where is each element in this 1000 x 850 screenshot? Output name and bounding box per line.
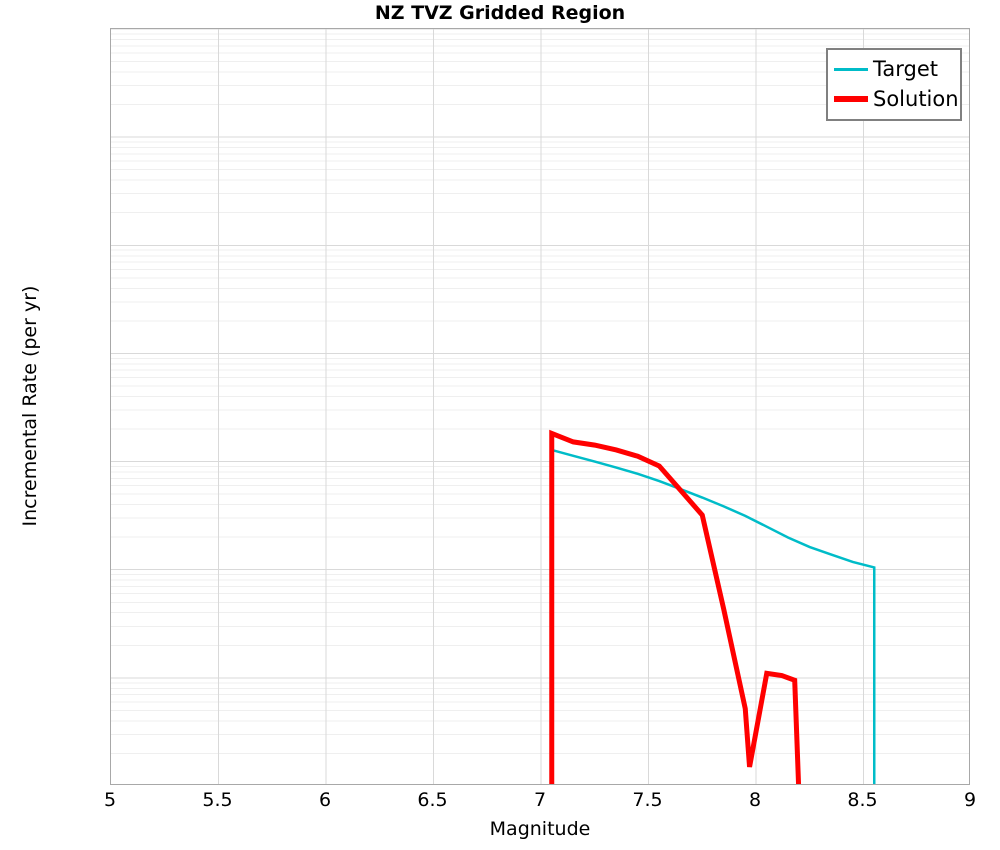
chart-title: NZ TVZ Gridded Region bbox=[374, 2, 626, 24]
legend-label-solution: Solution bbox=[873, 86, 959, 111]
y-axis-label: Incremental Rate (per yr) bbox=[19, 285, 41, 527]
x-tick-label: 5.5 bbox=[202, 789, 233, 811]
plot-area bbox=[110, 28, 970, 785]
x-tick-label: 6 bbox=[318, 789, 332, 811]
legend-label-target: Target bbox=[873, 56, 938, 81]
series-line-solution bbox=[549, 429, 802, 784]
x-tick-label: 9 bbox=[963, 789, 977, 811]
chart-legend: Target Solution bbox=[826, 48, 962, 121]
legend-swatch-target bbox=[834, 67, 868, 71]
legend-swatch-solution bbox=[834, 96, 868, 102]
legend-item-target[interactable]: Target bbox=[834, 54, 954, 84]
x-tick-label: 5 bbox=[103, 789, 117, 811]
x-tick-label: 8 bbox=[748, 789, 762, 811]
x-axis-label: Magnitude bbox=[489, 818, 591, 840]
x-tick-label: 6.5 bbox=[417, 789, 448, 811]
x-tick-label: 8.5 bbox=[847, 789, 878, 811]
legend-item-solution[interactable]: Solution bbox=[834, 84, 959, 114]
data-layer bbox=[549, 429, 876, 784]
x-tick-label: 7 bbox=[533, 789, 547, 811]
series-line-target bbox=[550, 448, 876, 784]
x-tick-label: 7.5 bbox=[632, 789, 663, 811]
grid-layer bbox=[111, 29, 969, 784]
